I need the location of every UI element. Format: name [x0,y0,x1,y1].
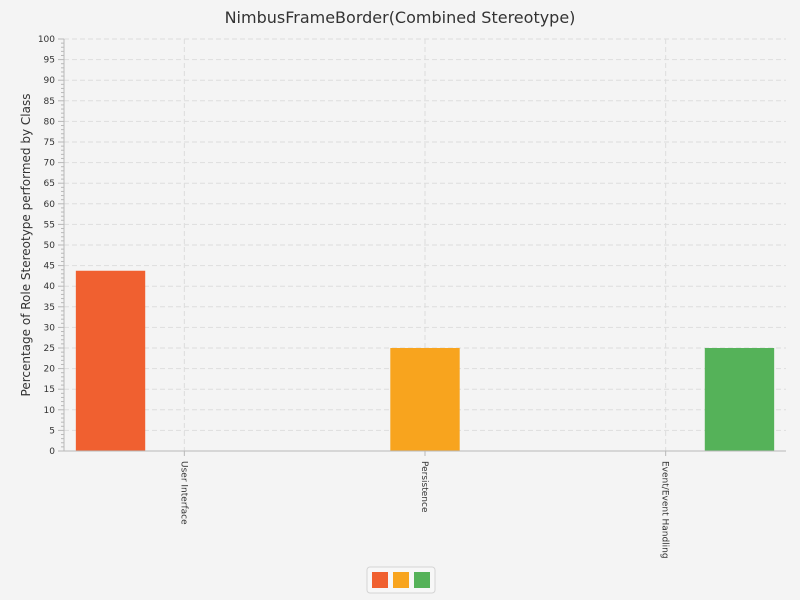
y-tick-label: 30 [44,323,56,333]
x-tick-label: Event/Event Handling [660,461,670,559]
y-tick-label: 90 [44,76,56,86]
y-tick-label: 95 [44,56,55,66]
y-tick-label: 25 [44,344,55,354]
grid [64,38,786,451]
y-tick-label: 10 [44,406,56,416]
legend [366,566,436,594]
legend-swatch [414,572,430,588]
y-tick-label: 70 [44,159,56,169]
y-tick-label: 5 [49,426,55,436]
bar [704,348,775,451]
y-tick-label: 15 [44,385,55,395]
x-tick-label: Persistence [419,461,429,513]
y-tick-label: 0 [49,447,55,457]
y-tick-label: 80 [44,117,56,127]
y-tick-label: 50 [44,241,56,251]
y-tick-label: 65 [44,179,55,189]
y-tick-label: 100 [38,35,55,45]
chart-title: NimbusFrameBorder(Combined Stereotype) [225,8,576,27]
y-tick-label: 60 [44,200,56,210]
y-tick-label: 20 [44,365,56,375]
y-tick-label: 85 [44,97,55,107]
y-tick-label: 55 [44,220,55,230]
y-tick-label: 75 [44,138,55,148]
y-tick-label: 40 [44,282,56,292]
legend-swatch [372,572,388,588]
legend-swatch [393,572,409,588]
y-tick-label: 45 [44,262,55,272]
bar [75,270,146,451]
y-axis-label: Percentage of Role Stereotype performed … [19,94,33,397]
y-tick-label: 35 [44,303,55,313]
bar [390,348,460,451]
bars [75,270,775,451]
x-ticks: User Interface Persistence Event/Event Han… [178,451,670,559]
x-tick-label: User Interface [178,461,188,525]
y-ticks: 0 5 10 15 20 25 30 35 40 45 50 55 60 65 70 75 80 85 90 95 10… [38,35,64,457]
